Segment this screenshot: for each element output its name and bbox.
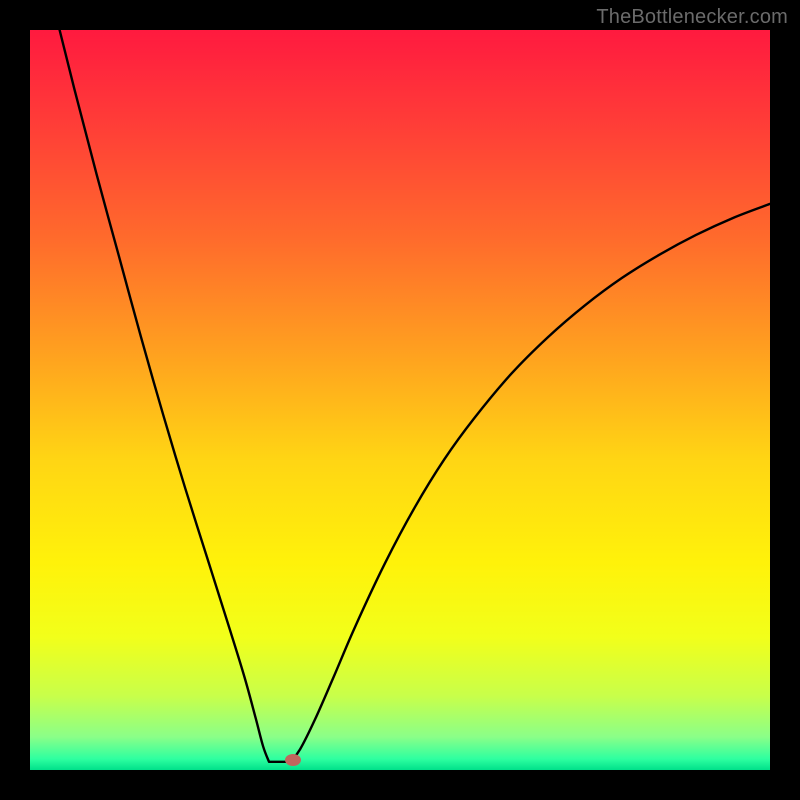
chart-frame: TheBottlenecker.com (0, 0, 800, 800)
plot-area (30, 30, 770, 770)
watermark-text: TheBottlenecker.com (596, 6, 788, 29)
optimum-marker (285, 754, 301, 766)
bottleneck-curve (30, 30, 770, 770)
